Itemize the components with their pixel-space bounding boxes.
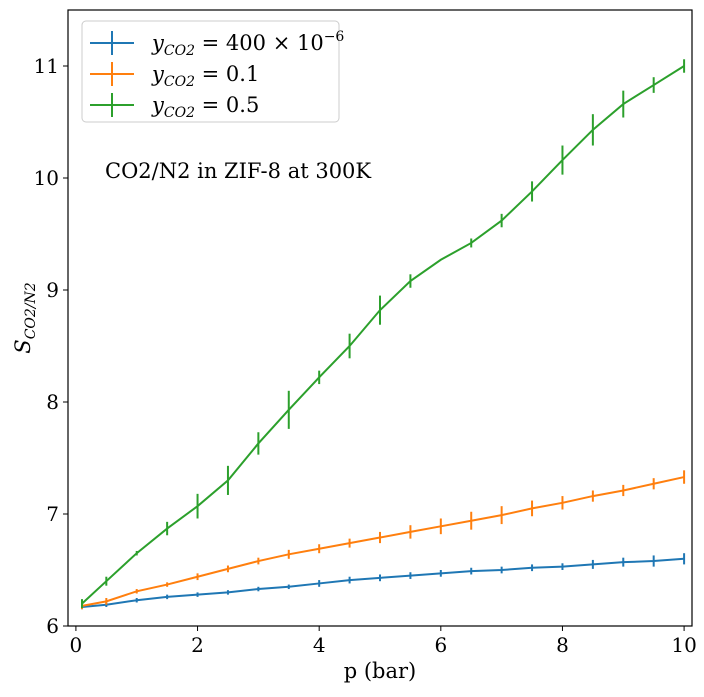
annotation: CO2/N2 in ZIF-8 at 300K (105, 159, 371, 183)
svg-text:SCO2/N2: SCO2/N2 (11, 282, 39, 353)
legend-name-exp: −6 (324, 29, 345, 45)
y-tick-label: 6 (46, 614, 59, 638)
y-tick-label: 10 (34, 166, 59, 190)
legend-name-sub: CO2 (164, 74, 195, 90)
series-0 (80, 553, 686, 610)
legend-name-var: y (151, 62, 165, 86)
series-1 (80, 470, 686, 610)
y-tick-label: 7 (46, 502, 59, 526)
legend-label: yCO2 = 0.5 (151, 93, 259, 121)
x-axis-label: p (bar) (344, 659, 417, 683)
series-2 (80, 59, 686, 609)
legend-name-sub: CO2 (164, 43, 195, 59)
x-tick-label: 10 (671, 633, 696, 657)
plot-frame (67, 9, 693, 627)
y-tick-label: 9 (46, 278, 59, 302)
x-tick-label: 8 (556, 633, 569, 657)
legend-name-var: y (151, 31, 165, 55)
y-tick-label: 11 (34, 54, 59, 78)
y-axis-label: SCO2/N2 (11, 282, 39, 353)
legend-name-sub: CO2 (164, 105, 195, 121)
legend-label: yCO2 = 400 × 10−6 (151, 29, 344, 59)
y-axis-label-sub: CO2/N2 (23, 282, 39, 339)
series-layer (80, 59, 686, 610)
x-tick-label: 2 (191, 633, 204, 657)
legend-label: yCO2 = 0.1 (151, 62, 259, 90)
y-axis-label-main: S (11, 339, 35, 353)
legend-box (81, 20, 340, 123)
series-line (81, 65, 685, 605)
legend-name-val: = 0.5 (195, 93, 259, 117)
x-tick-label: 0 (70, 633, 83, 657)
legend-name-var: y (151, 93, 165, 117)
x-tick-label: 6 (434, 633, 447, 657)
legend-name-val: = 400 × 10 (195, 31, 324, 55)
legend-name-val: = 0.1 (195, 62, 259, 86)
ticks: 0 2 4 6 8 10 6 7 8 9 10 11 (34, 54, 697, 657)
x-tick-label: 4 (313, 633, 326, 657)
y-tick-label: 8 (46, 390, 59, 414)
